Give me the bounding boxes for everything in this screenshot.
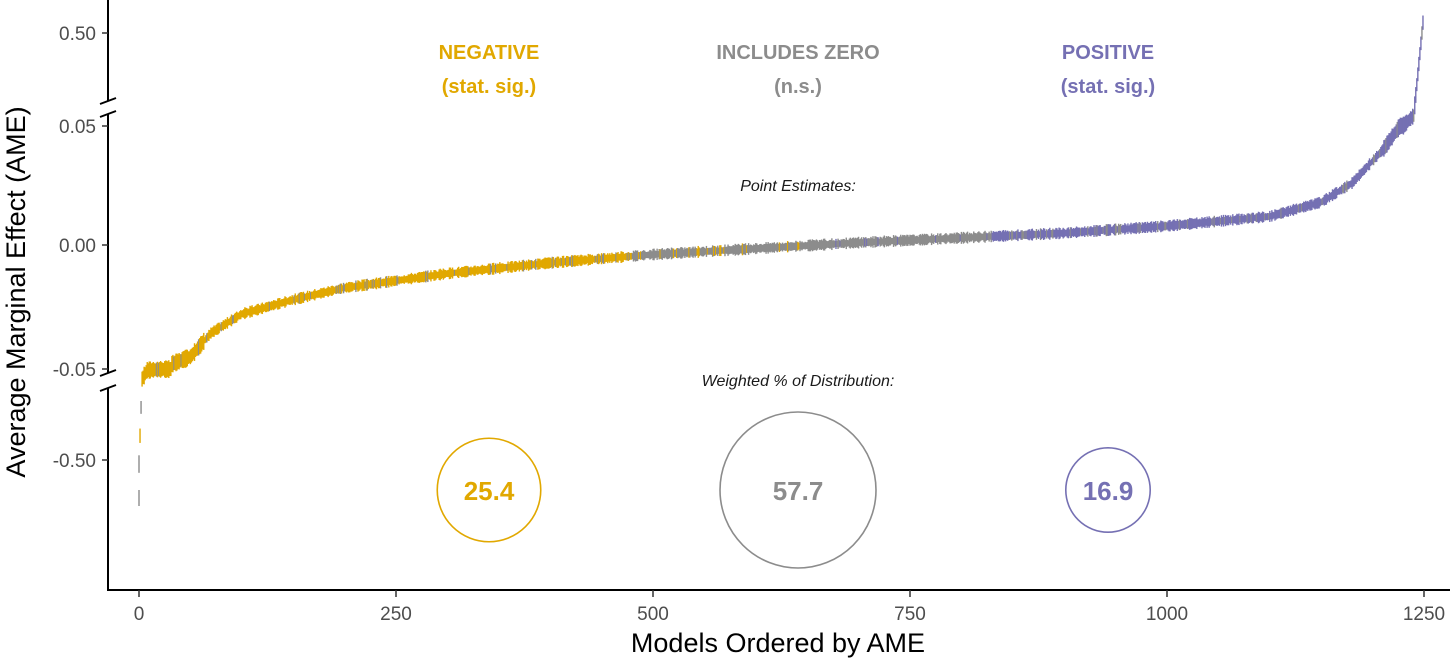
- x-tick-label: 1250: [1403, 604, 1445, 625]
- y-axis-title: Average Marginal Effect (AME): [1, 106, 31, 477]
- x-axis-title: Models Ordered by AME: [631, 628, 925, 658]
- x-tick-label: 1000: [1146, 604, 1188, 625]
- negative-label: NEGATIVE: [439, 42, 540, 64]
- x-tick-label: 250: [380, 604, 412, 625]
- weighted-distribution-note: Weighted % of Distribution:: [702, 373, 895, 390]
- y-tick-label: -0.05: [53, 360, 96, 381]
- x-axis: 0 250 500 750 1000 1250: [107, 589, 1450, 625]
- includes_zero-bubble: [719, 411, 877, 569]
- includes_zero-percent: 57.7: [773, 476, 824, 506]
- y-tick-label: 0.50: [59, 24, 96, 45]
- y-tick-label: 0.05: [59, 117, 96, 138]
- positive-bubble: [1064, 446, 1152, 534]
- point-estimates-note: Point Estimates:: [740, 178, 856, 195]
- y-break-lower: [99, 384, 117, 392]
- includes-zero-sublabel: (n.s.): [774, 76, 822, 98]
- y-axis: 0.50 0.05 0.00 -0.05 -0.50: [53, 0, 117, 590]
- positive-percent: 16.9: [1083, 476, 1134, 506]
- x-tick-label: 500: [637, 604, 669, 625]
- negative-percent: 25.4: [464, 476, 515, 506]
- weighted-distribution-bubbles: 25.4 57.7 16.9: [436, 411, 1152, 569]
- x-tick-label: 750: [894, 604, 926, 625]
- y-tick-label: -0.50: [53, 451, 96, 472]
- x-tick-label: 0: [134, 604, 145, 625]
- negative-bubble: [436, 437, 542, 543]
- includes-zero-label: INCLUDES ZERO: [716, 42, 879, 64]
- positive-label: POSITIVE: [1062, 42, 1154, 64]
- y-break-upper: [99, 97, 117, 105]
- y-tick-label: 0.00: [59, 236, 96, 257]
- negative-sublabel: (stat. sig.): [442, 76, 536, 98]
- y-break-upper: [99, 110, 117, 118]
- positive-sublabel: (stat. sig.): [1061, 76, 1155, 98]
- point-estimate-marks: [138, 15, 1424, 506]
- y-break-lower: [99, 369, 117, 377]
